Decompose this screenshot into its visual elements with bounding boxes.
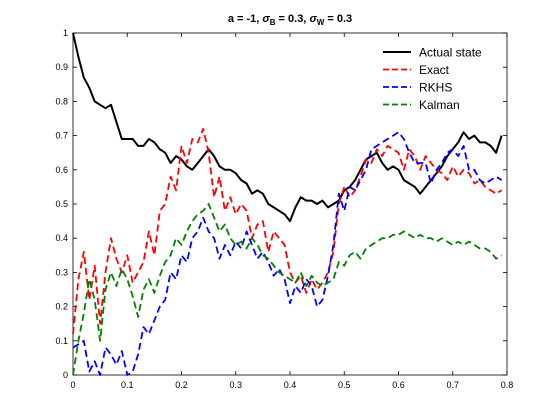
y-tick-label: 0.1 [55, 336, 68, 346]
y-tick-label: 0.3 [55, 267, 68, 277]
legend-label: RKHS [419, 81, 452, 95]
x-tick-label: 0.2 [175, 380, 188, 390]
x-tick-label: 0.3 [229, 380, 242, 390]
legend-label: Actual state [419, 46, 482, 60]
title-mid: = 0.3, [275, 13, 309, 25]
y-tick-label: 1 [63, 28, 68, 38]
y-tick-label: 0.6 [55, 165, 68, 175]
x-tick-label: 0.1 [121, 380, 134, 390]
y-tick-label: 0.4 [55, 233, 68, 243]
y-tick-label: 0.9 [55, 62, 68, 72]
y-tick-label: 0.7 [55, 131, 68, 141]
legend-label: Kalman [419, 98, 460, 112]
x-tick-label: 0.4 [284, 380, 297, 390]
chart-title: a = -1, σB = 0.3, σW = 0.3 [228, 13, 352, 27]
legend-label: Exact [419, 63, 450, 77]
x-tick-label: 0.5 [338, 380, 351, 390]
y-tick-label: 0 [63, 370, 68, 380]
y-tick-label: 0.5 [55, 199, 68, 209]
x-tick-label: 0.6 [392, 380, 405, 390]
x-tick-label: 0.7 [446, 380, 459, 390]
x-tick-label: 0 [70, 380, 75, 390]
y-tick-label: 0.2 [55, 302, 68, 312]
y-tick-label: 0.8 [55, 96, 68, 106]
title-prefix: a = -1, [228, 13, 263, 25]
title-suffix: = 0.3 [324, 13, 352, 25]
x-tick-label: 0.8 [501, 380, 514, 390]
